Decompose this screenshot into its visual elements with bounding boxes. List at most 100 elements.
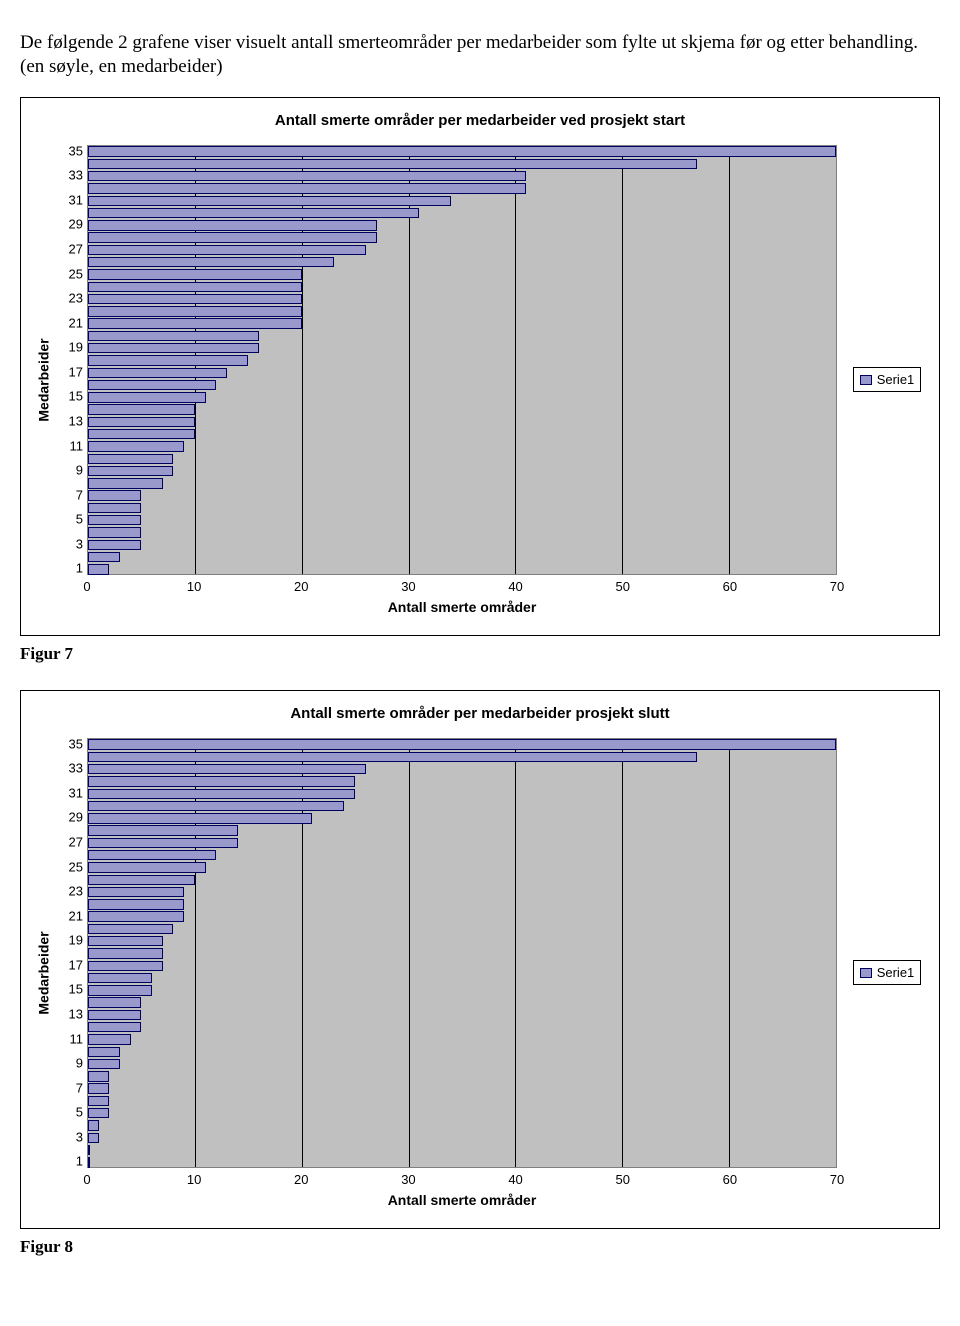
y-tick: 33: [69, 761, 83, 776]
bar: [88, 208, 419, 218]
bar: [88, 875, 195, 885]
intro-paragraph: De følgende 2 grafene viser visuelt anta…: [20, 31, 940, 79]
bar: [88, 515, 141, 525]
y-tick: 31: [69, 785, 83, 800]
chart-1-plot-column: 010203040506070 Antall smerte områder: [87, 145, 837, 615]
y-tick: 5: [76, 512, 83, 527]
bar: [88, 1145, 90, 1155]
bar: [88, 527, 141, 537]
chart-2-y-axis-label-col: Medarbeider: [31, 738, 57, 1208]
chart-1-y-axis-label: Medarbeider: [36, 338, 52, 421]
x-tick: 20: [294, 579, 308, 594]
x-tick: 0: [83, 579, 90, 594]
x-tick: 70: [830, 579, 844, 594]
bar: [88, 441, 184, 451]
bar: [88, 490, 141, 500]
bar: [88, 220, 377, 230]
bar: [88, 985, 152, 995]
chart-1-x-ticks: 010203040506070: [87, 575, 837, 597]
y-tick: 1: [76, 561, 83, 576]
bar: [88, 887, 184, 897]
chart-2-title: Antall smerte områder per medarbeider pr…: [31, 705, 929, 722]
y-tick: 29: [69, 810, 83, 825]
bar: [88, 232, 377, 242]
chart-2-y-ticks: 3533312927252321191715131197531: [57, 738, 87, 1168]
bar: [88, 503, 141, 513]
bar: [88, 429, 195, 439]
bar: [88, 404, 195, 414]
chart-1-plot-area: [87, 145, 837, 575]
y-tick: 1: [76, 1154, 83, 1169]
bar: [88, 478, 163, 488]
bar: [88, 973, 152, 983]
bar: [88, 1096, 109, 1106]
y-tick: 21: [69, 908, 83, 923]
bar: [88, 343, 259, 353]
chart-2-legend-col: Serie1: [837, 738, 929, 1208]
bar: [88, 282, 302, 292]
chart-2-legend-label: Serie1: [877, 965, 915, 980]
x-tick: 30: [401, 1172, 415, 1187]
x-tick: 50: [615, 579, 629, 594]
chart-2-x-axis-label: Antall smerte områder: [87, 1192, 837, 1208]
bar: [88, 380, 216, 390]
x-tick: 40: [508, 1172, 522, 1187]
x-tick: 10: [187, 1172, 201, 1187]
chart-1-container: Antall smerte områder per medarbeider ve…: [20, 97, 940, 636]
y-tick: 25: [69, 266, 83, 281]
y-tick: 27: [69, 834, 83, 849]
bar: [88, 417, 195, 427]
bar: [88, 936, 163, 946]
bar: [88, 245, 366, 255]
chart-2-x-ticks: 010203040506070: [87, 1168, 837, 1190]
chart-2-plot-area: [87, 738, 837, 1168]
bar: [88, 813, 312, 823]
bar: [88, 1022, 141, 1032]
x-tick: 0: [83, 1172, 90, 1187]
bar: [88, 924, 173, 934]
bar: [88, 269, 302, 279]
bar: [88, 331, 259, 341]
bar: [88, 1047, 120, 1057]
y-tick: 31: [69, 192, 83, 207]
x-tick: 40: [508, 579, 522, 594]
y-tick: 23: [69, 291, 83, 306]
y-tick: 25: [69, 859, 83, 874]
y-tick: 23: [69, 884, 83, 899]
bar: [88, 183, 526, 193]
chart-1-legend: Serie1: [853, 367, 922, 392]
y-tick: 19: [69, 340, 83, 355]
bar: [88, 1108, 109, 1118]
bar: [88, 466, 173, 476]
y-tick: 5: [76, 1105, 83, 1120]
chart-2-y-axis-label: Medarbeider: [36, 931, 52, 1014]
y-tick: 19: [69, 933, 83, 948]
chart-2-container: Antall smerte områder per medarbeider pr…: [20, 690, 940, 1229]
y-tick: 3: [76, 536, 83, 551]
bar: [88, 552, 120, 562]
bar: [88, 789, 355, 799]
y-tick: 13: [69, 413, 83, 428]
y-tick: 27: [69, 241, 83, 256]
bar: [88, 1133, 99, 1143]
bar: [88, 997, 141, 1007]
bar: [88, 318, 302, 328]
bar: [88, 454, 173, 464]
y-tick: 35: [69, 143, 83, 158]
bar: [88, 862, 206, 872]
y-tick: 9: [76, 1056, 83, 1071]
y-tick: 21: [69, 315, 83, 330]
chart-1-legend-label: Serie1: [877, 372, 915, 387]
chart-1-legend-col: Serie1: [837, 145, 929, 615]
y-tick: 3: [76, 1129, 83, 1144]
bar: [88, 171, 526, 181]
x-tick: 60: [723, 579, 737, 594]
bar: [88, 752, 697, 762]
chart-1-legend-swatch: [860, 375, 872, 385]
bar: [88, 355, 248, 365]
x-tick: 20: [294, 1172, 308, 1187]
y-tick: 13: [69, 1006, 83, 1021]
x-tick: 30: [401, 579, 415, 594]
bar: [88, 850, 216, 860]
bar: [88, 1059, 120, 1069]
